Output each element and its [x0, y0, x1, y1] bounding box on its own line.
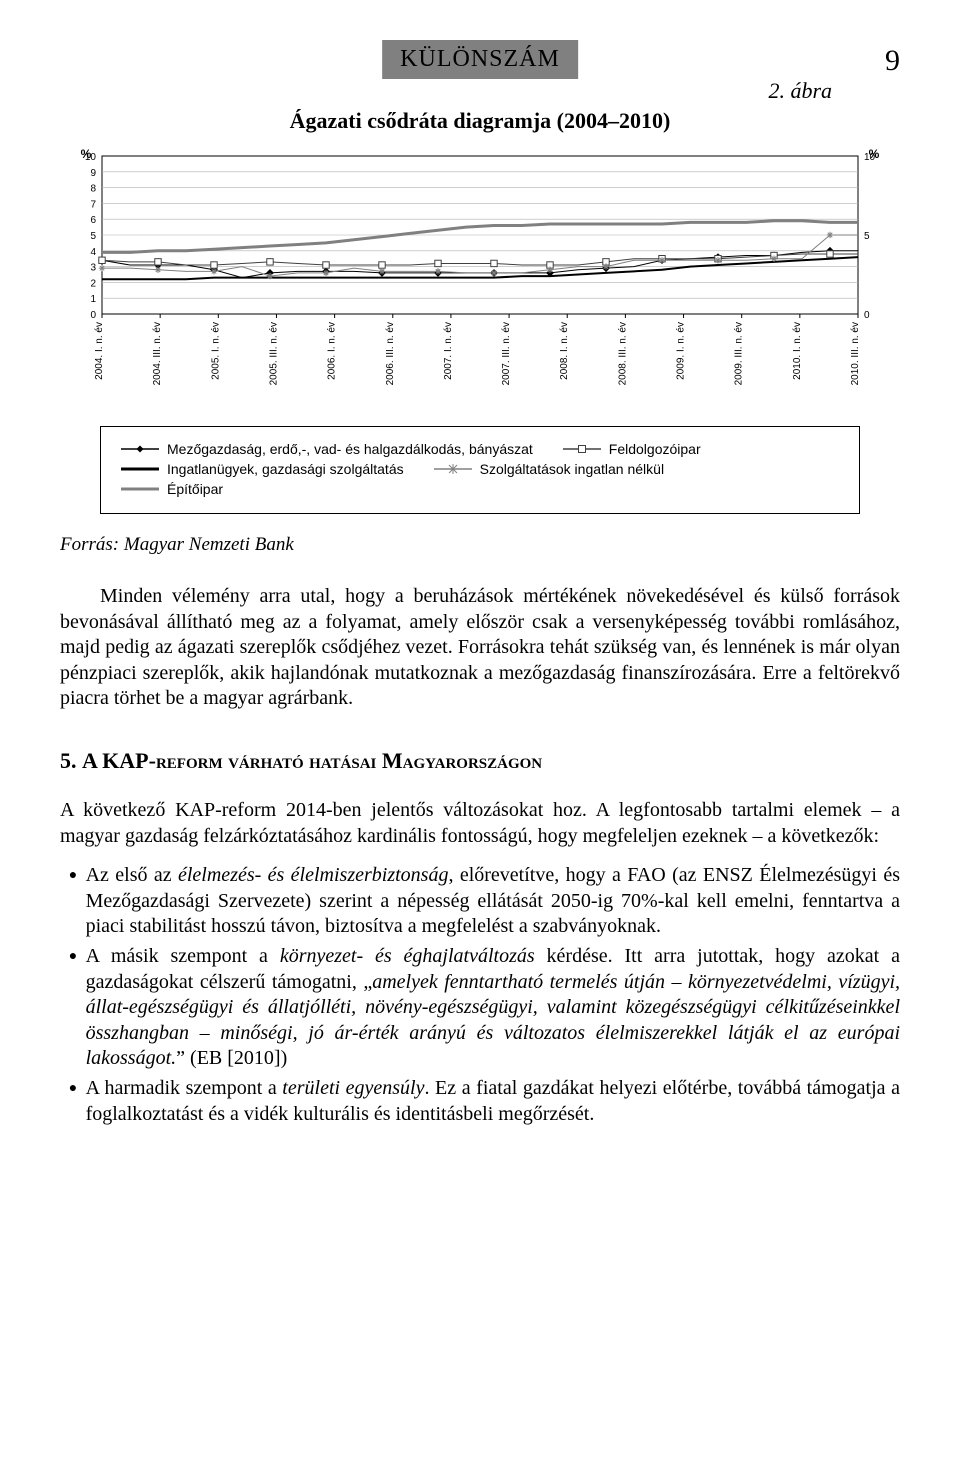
svg-text:2005. I. n. év: 2005. I. n. év	[210, 322, 221, 380]
page-number: 9	[885, 44, 900, 78]
bullet-list: Az első az élelmezés- és élelmiszerbizto…	[60, 863, 900, 1127]
svg-text:2005. III. n. év: 2005. III. n. év	[268, 322, 279, 385]
svg-text:5: 5	[864, 231, 870, 242]
svg-text:2010. III. n. év: 2010. III. n. év	[850, 322, 861, 385]
svg-text:3: 3	[90, 263, 96, 274]
svg-text:2009. III. n. év: 2009. III. n. év	[734, 322, 745, 385]
legend-label: Ingatlanügyek, gazdasági szolgáltatás	[167, 461, 404, 477]
svg-text:8: 8	[90, 184, 96, 195]
legend-item: Feldolgozóipar	[563, 441, 701, 457]
bullet-item: Az első az élelmezés- és élelmiszerbizto…	[86, 863, 900, 940]
legend-marker-icon	[121, 442, 159, 456]
section-number: 5.	[60, 748, 82, 773]
legend-label: Mezőgazdaság, erdő,-, vad- és halgazdálk…	[167, 441, 533, 457]
legend-item: Építőipar	[121, 481, 223, 497]
header-title: KÜLÖNSZÁM	[400, 46, 560, 72]
figure-caption: Ágazati csődráta diagramja (2004–2010)	[60, 108, 900, 134]
svg-text:%: %	[869, 147, 880, 161]
svg-text:2004. III. n. év: 2004. III. n. év	[152, 322, 163, 385]
source-line: Forrás: Magyar Nemzeti Bank	[60, 534, 900, 556]
section-heading: 5. A KAP-reform várható hatásai Magyaror…	[60, 748, 900, 774]
figure-number: 2. ábra	[768, 78, 832, 104]
svg-text:9: 9	[90, 168, 96, 179]
svg-text:5: 5	[90, 231, 96, 242]
svg-text:6: 6	[90, 215, 96, 226]
legend-item: Ingatlanügyek, gazdasági szolgáltatás	[121, 461, 404, 477]
svg-text:4: 4	[90, 247, 96, 258]
svg-text:2006. I. n. év: 2006. I. n. év	[327, 322, 338, 380]
header-title-box: KÜLÖNSZÁM	[382, 40, 578, 79]
legend-row: Mezőgazdaság, erdő,-, vad- és halgazdálk…	[121, 441, 839, 457]
line-chart: 0123456789100510%%2004. I. n. év2004. II…	[60, 146, 900, 396]
section-text: A KAP-reform várható hatásai Magyarorszá…	[82, 748, 542, 773]
svg-text:2007. III. n. év: 2007. III. n. év	[501, 322, 512, 385]
bullet-item: A harmadik szempont a területi egyensúly…	[86, 1076, 900, 1127]
legend-label: Feldolgozóipar	[609, 441, 701, 457]
legend-row: Építőipar	[121, 481, 839, 497]
legend-row: Ingatlanügyek, gazdasági szolgáltatás Szo…	[121, 461, 839, 477]
body-paragraph-1: Minden vélemény arra utal, hogy a beruhá…	[60, 584, 900, 712]
legend-label: Szolgáltatások ingatlan nélkül	[480, 461, 664, 477]
legend-label: Építőipar	[167, 481, 223, 497]
svg-text:2010. I. n. év: 2010. I. n. év	[792, 322, 803, 380]
svg-text:2009. I. n. év: 2009. I. n. év	[676, 322, 687, 380]
figure-title-row: 2. ábra Ágazati csődráta diagramja (2004…	[60, 108, 900, 140]
chart-container: 0123456789100510%%2004. I. n. év2004. II…	[60, 146, 900, 396]
legend-item: Szolgáltatások ingatlan nélkül	[434, 461, 664, 477]
legend-marker-icon	[121, 462, 159, 476]
legend-box: Mezőgazdaság, erdő,-, vad- és halgazdálk…	[100, 426, 860, 514]
svg-text:2008. III. n. év: 2008. III. n. év	[617, 322, 628, 385]
svg-text:0: 0	[90, 310, 96, 321]
source-text: Magyar Nemzeti Bank	[119, 534, 294, 555]
body-paragraph-2: A következő KAP-reform 2014-ben jelentős…	[60, 798, 900, 849]
legend-marker-icon	[121, 482, 159, 496]
svg-text:1: 1	[90, 294, 96, 305]
bullet-item: A másik szempont a környezet- és éghajla…	[86, 944, 900, 1072]
svg-text:2008. I. n. év: 2008. I. n. év	[559, 322, 570, 380]
source-prefix: Forrás:	[60, 534, 119, 555]
svg-text:%: %	[81, 147, 92, 161]
svg-text:2004. I. n. év: 2004. I. n. év	[94, 322, 105, 380]
legend-marker-icon	[434, 462, 472, 476]
svg-text:2: 2	[90, 278, 96, 289]
legend-marker-icon	[563, 442, 601, 456]
svg-text:7: 7	[90, 199, 96, 210]
svg-text:2006. III. n. év: 2006. III. n. év	[385, 322, 396, 385]
svg-text:0: 0	[864, 310, 870, 321]
svg-text:2007. I. n. év: 2007. I. n. év	[443, 322, 454, 380]
legend-item: Mezőgazdaság, erdő,-, vad- és halgazdálk…	[121, 441, 533, 457]
